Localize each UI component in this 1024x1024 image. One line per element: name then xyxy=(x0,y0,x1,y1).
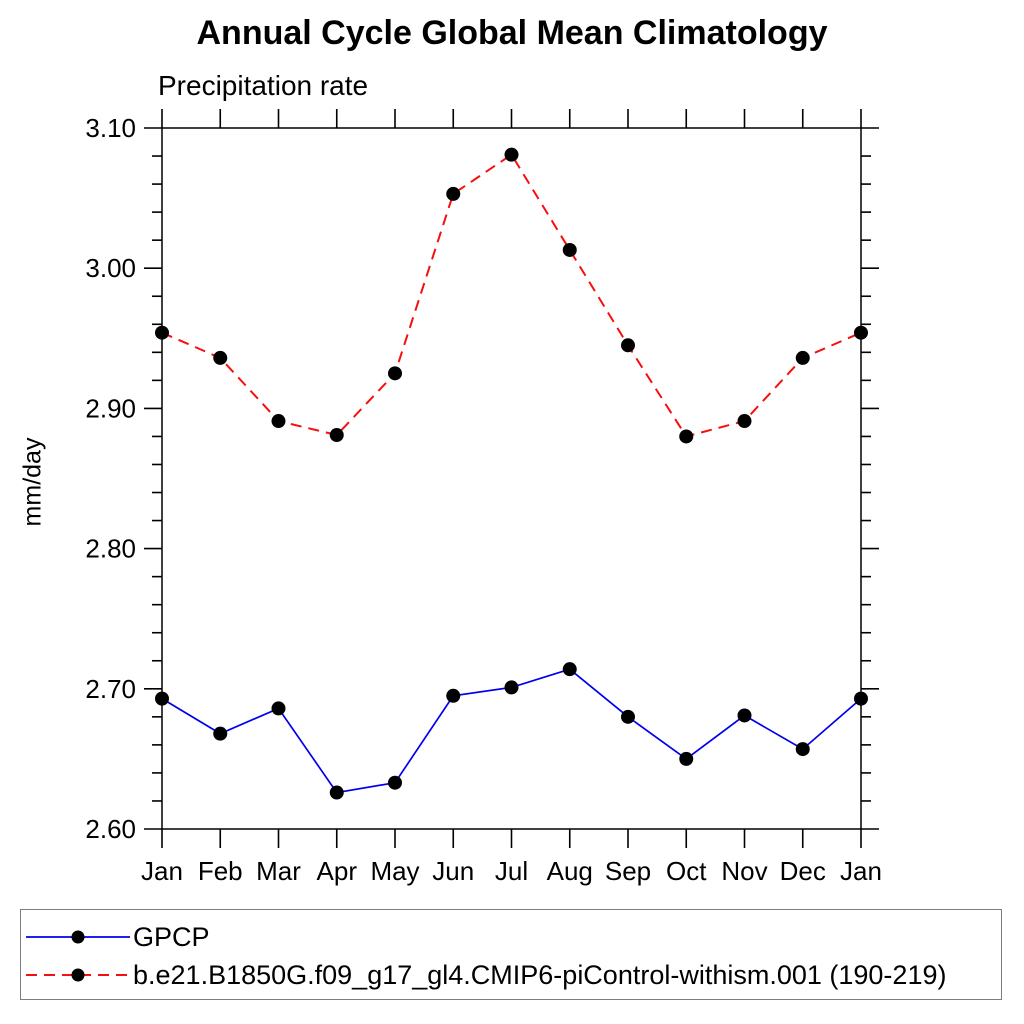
y-tick-label: 3.10 xyxy=(85,113,136,143)
x-tick-label: Jul xyxy=(495,856,528,886)
x-tick-label: Sep xyxy=(605,856,651,886)
x-tick-label: Oct xyxy=(666,856,707,886)
data-point-model xyxy=(155,325,169,340)
data-point-gpcp xyxy=(854,691,868,706)
x-tick-label: Jan xyxy=(840,856,882,886)
data-point-gpcp xyxy=(679,751,694,766)
x-tick-label: Apr xyxy=(317,856,358,886)
legend-box: GPCP b.e21.B1850G.f09_g17_gl4.CMIP6-piCo… xyxy=(20,909,1002,1000)
data-point-model xyxy=(329,428,344,443)
data-point-gpcp xyxy=(155,691,169,706)
data-point-model xyxy=(679,429,694,444)
data-point-model xyxy=(795,350,810,365)
legend-line-sample-model xyxy=(26,968,130,982)
y-tick-label: 2.80 xyxy=(85,534,136,564)
data-point-gpcp xyxy=(737,708,752,723)
data-point-model xyxy=(621,338,635,353)
legend-marker-dot xyxy=(71,930,85,944)
legend-marker-dot xyxy=(71,968,85,982)
series-line-model xyxy=(161,153,862,438)
data-point-gpcp xyxy=(621,709,635,724)
data-point-gpcp xyxy=(329,785,344,800)
x-tick-label: Feb xyxy=(198,856,243,886)
legend-line-sample-gpcp xyxy=(26,930,130,944)
y-tick-label: 2.90 xyxy=(85,393,136,423)
legend-label-gpcp: GPCP xyxy=(133,921,210,952)
y-tick-label: 3.00 xyxy=(85,253,136,283)
data-point-model xyxy=(213,350,228,365)
legend-item-model: b.e21.B1850G.f09_g17_gl4.CMIP6-piControl… xyxy=(26,956,1001,994)
data-point-model xyxy=(446,186,461,201)
plot-frame xyxy=(161,127,862,830)
y-tick-label: 2.70 xyxy=(85,674,136,704)
x-tick-label: Jun xyxy=(432,856,474,886)
data-point-model xyxy=(504,147,519,162)
x-tick-label: Jan xyxy=(141,856,183,886)
x-tick-label: May xyxy=(370,856,419,886)
chart-subtitle: Precipitation rate xyxy=(158,70,369,101)
data-point-model xyxy=(737,414,752,429)
data-point-model xyxy=(388,366,402,381)
x-tick-label: Aug xyxy=(547,856,593,886)
data-point-gpcp xyxy=(795,742,810,757)
data-point-gpcp xyxy=(504,680,519,695)
y-tick-label: 2.60 xyxy=(85,814,136,844)
legend-label-model: b.e21.B1850G.f09_g17_gl4.CMIP6-piControl… xyxy=(133,959,947,990)
data-point-gpcp xyxy=(213,726,228,741)
data-point-gpcp xyxy=(562,662,577,677)
x-tick-label: Dec xyxy=(780,856,826,886)
chart-plot-area: 2.60 2.70 2.80 2.90 3.00 3.10 Jan Feb Mar Apr May J… xyxy=(85,109,882,886)
legend-item-gpcp: GPCP xyxy=(26,918,1001,956)
data-point-gpcp xyxy=(271,701,286,716)
data-point-model xyxy=(854,325,868,340)
chart-title: Annual Cycle Global Mean Climatology xyxy=(196,14,828,52)
data-point-model xyxy=(271,414,286,429)
x-tick-label: Mar xyxy=(256,856,301,886)
data-point-gpcp xyxy=(446,688,461,703)
x-tick-label: Nov xyxy=(721,856,767,886)
data-point-model xyxy=(562,242,577,257)
data-point-gpcp xyxy=(388,775,402,790)
